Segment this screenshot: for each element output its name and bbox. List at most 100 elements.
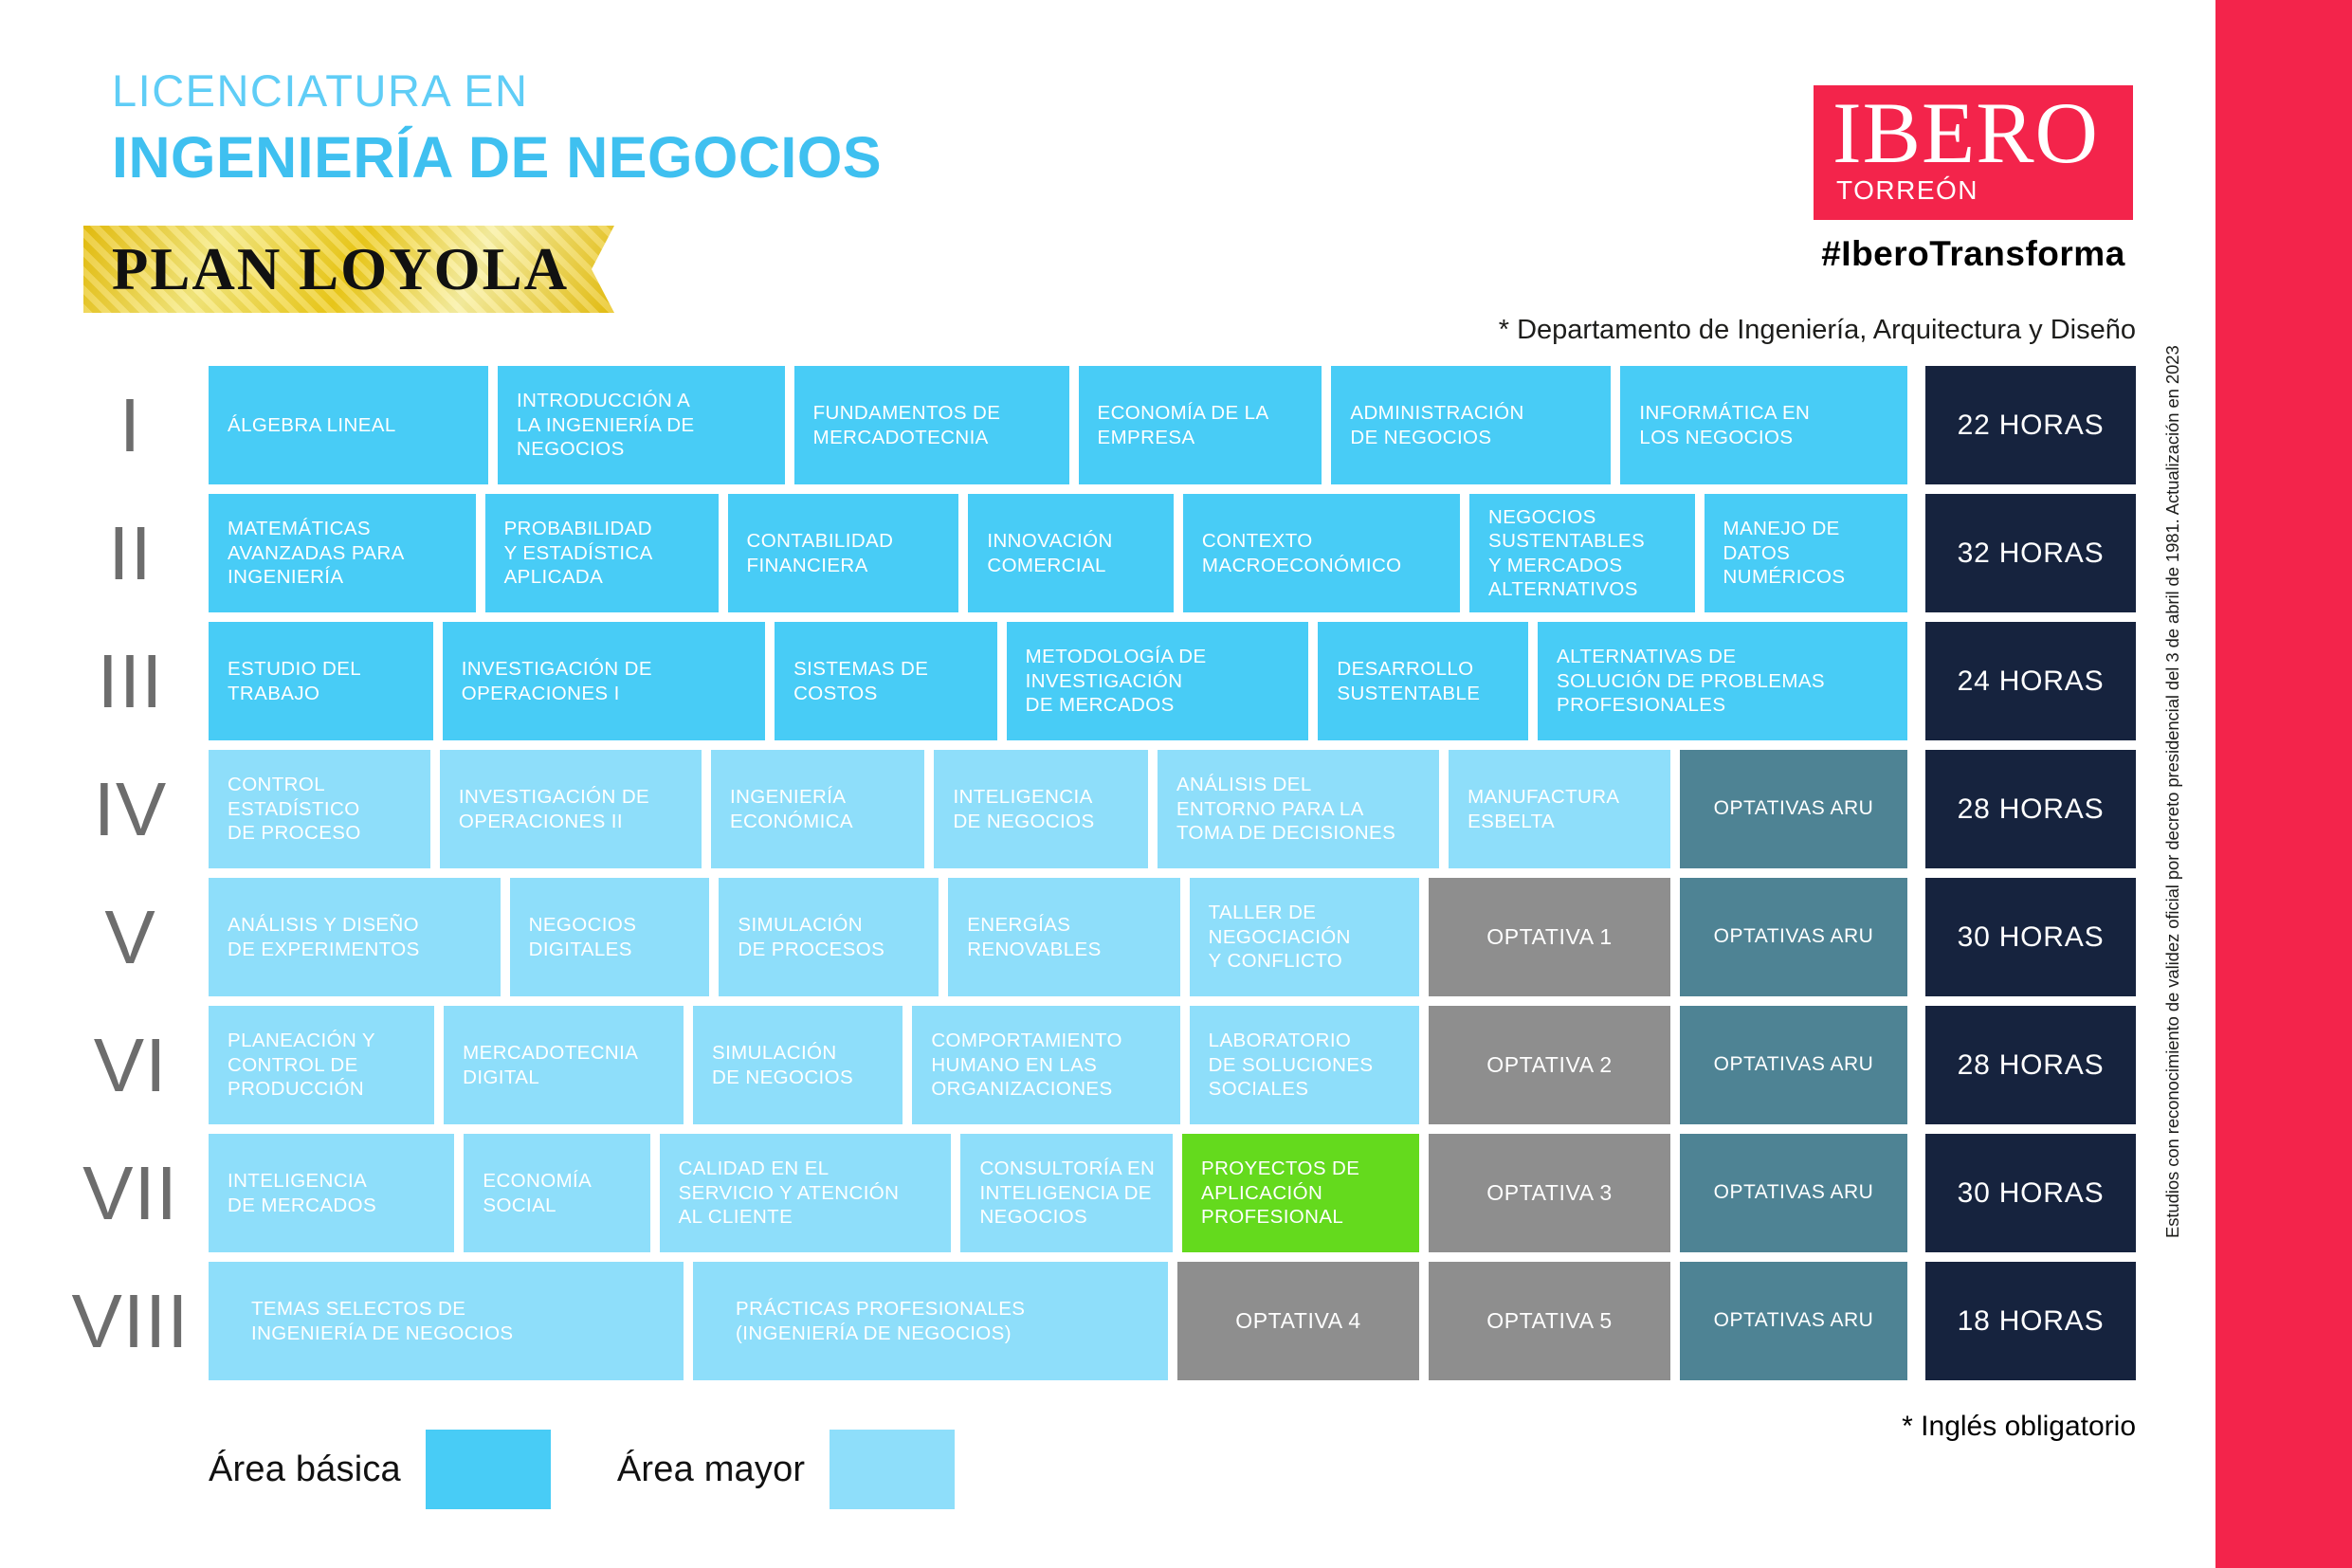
course-label: MATEMÁTICAS AVANZADAS PARA INGENIERÍA (228, 518, 405, 589)
course-cell: INVESTIGACIÓN DE OPERACIONES I (442, 622, 766, 740)
semester-courses: TEMAS SELECTOS DE INGENIERÍA DE NEGOCIOS… (209, 1262, 1907, 1380)
course-cell: ENERGÍAS RENOVABLES (948, 878, 1180, 996)
course-cell: ANÁLISIS Y DISEÑO DE EXPERIMENTOS (209, 878, 501, 996)
course-cell: CALIDAD EN EL SERVICIO Y ATENCIÓN AL CLI… (659, 1134, 952, 1252)
logo-campus: TORREÓN (1836, 174, 1978, 205)
course-label: CONTABILIDAD FINANCIERA (746, 530, 894, 576)
course-label: OPTATIVAS ARU (1713, 797, 1874, 820)
course-cell: INNOVACIÓN COMERCIAL (968, 494, 1174, 612)
semester-numeral: II (108, 510, 153, 595)
hours-cell: 18 HORAS (1925, 1262, 2136, 1380)
course-label: NEGOCIOS DIGITALES (528, 914, 637, 960)
semester-courses: CONTROL ESTADÍSTICO DE PROCESO INVESTIGAC… (209, 750, 1907, 868)
course-cell: SISTEMAS DE COSTOS (775, 622, 997, 740)
course-label: ECONOMÍA SOCIAL (483, 1170, 593, 1216)
course-label: INFORMÁTICA EN LOS NEGOCIOS (1639, 402, 1811, 448)
course-label: ENERGÍAS RENOVABLES (967, 914, 1102, 960)
semester-courses: INTELIGENCIA DE MERCADOS ECONOMÍA SOCIAL C… (209, 1134, 1907, 1252)
optativa-cell: OPTATIVA 4 (1177, 1262, 1419, 1380)
course-label: INTELIGENCIA DE MERCADOS (228, 1170, 377, 1216)
course-label: ÁLGEBRA LINEAL (228, 413, 396, 436)
course-label: OPTATIVA 2 (1486, 1052, 1613, 1078)
course-label: CONSULTORÍA EN INTELIGENCIA DE NEGOCIOS (979, 1158, 1156, 1229)
course-label: SISTEMAS DE COSTOS (793, 658, 929, 704)
hours-cell: 28 HORAS (1925, 1006, 2136, 1124)
course-label: NEGOCIOS SUSTENTABLES Y MERCADOS ALTERNA… (1488, 505, 1646, 600)
course-cell: NEGOCIOS SUSTENTABLES Y MERCADOS ALTERNA… (1469, 494, 1695, 612)
optativas-aru-cell: OPTATIVAS ARU (1680, 1006, 1908, 1124)
course-label: COMPORTAMIENTO HUMANO EN LAS ORGANIZACIO… (931, 1030, 1122, 1101)
accreditation-note: Estudios con reconocimiento de validez o… (2162, 345, 2182, 1238)
course-cell: COMPORTAMIENTO HUMANO EN LAS ORGANIZACIO… (912, 1006, 1180, 1124)
course-cell: CONTEXTO MACROECONÓMICO (1182, 494, 1460, 612)
course-cell: ADMINISTRACIÓN DE NEGOCIOS (1331, 366, 1612, 484)
semester-row: I ÁLGEBRA LINEAL INTRODUCCIÓN A LA INGENIE… (52, 366, 2136, 484)
course-cell: INFORMÁTICA EN LOS NEGOCIOS (1620, 366, 1907, 484)
semester-numeral: III (97, 638, 164, 723)
department-note: * Departamento de Ingeniería, Arquitectu… (1498, 315, 2136, 345)
course-cell: ALTERNATIVAS DE SOLUCIÓN DE PROBLEMAS PR… (1538, 622, 1908, 740)
course-label: CONTROL ESTADÍSTICO DE PROCESO (228, 774, 361, 845)
proyectos-cell: PROYECTOS DE APLICACIÓN PROFESIONAL (1182, 1134, 1419, 1252)
course-label: PRÁCTICAS PROFESIONALES (INGENIERÍA DE N… (736, 1298, 1026, 1344)
plan-loyola-banner: PLAN LOYOLA (83, 226, 614, 313)
course-cell: FUNDAMENTOS DE MERCADOTECNIA (793, 366, 1069, 484)
course-cell: INVESTIGACIÓN DE OPERACIONES II (439, 750, 702, 868)
course-label: LABORATORIO DE SOLUCIONES SOCIALES (1208, 1030, 1374, 1101)
course-cell: SIMULACIÓN DE PROCESOS (719, 878, 939, 996)
course-label: MERCADOTECNIA DIGITAL (463, 1042, 639, 1088)
course-cell: ÁLGEBRA LINEAL (209, 366, 488, 484)
semester-row: IV CONTROL ESTADÍSTICO DE PROCESO INVESTIG… (52, 750, 2136, 868)
semester-numeral: VII (82, 1150, 178, 1235)
course-label: MANEJO DE DATOS NUMÉRICOS (1723, 518, 1846, 589)
hours-label: 24 HORAS (1957, 665, 2105, 697)
course-label: OPTATIVA 1 (1486, 924, 1613, 950)
hours-label: 18 HORAS (1957, 1304, 2105, 1337)
course-label: ESTUDIO DEL TRABAJO (228, 658, 362, 704)
optativas-aru-cell: OPTATIVAS ARU (1680, 1262, 1907, 1380)
course-cell: PLANEACIÓN Y CONTROL DE PRODUCCIÓN (209, 1006, 435, 1124)
hours-cell: 30 HORAS (1925, 1134, 2136, 1252)
legend-swatch-mayor (830, 1430, 956, 1509)
course-label: OPTATIVA 3 (1486, 1180, 1613, 1206)
semester-row: II MATEMÁTICAS AVANZADAS PARA INGENIERÍA P… (52, 494, 2136, 612)
course-cell: LABORATORIO DE SOLUCIONES SOCIALES (1189, 1006, 1420, 1124)
course-label: ANÁLISIS Y DISEÑO DE EXPERIMENTOS (228, 914, 420, 960)
course-label: CONTEXTO MACROECONÓMICO (1201, 530, 1402, 576)
course-label: CALIDAD EN EL SERVICIO Y ATENCIÓN AL CLI… (678, 1158, 900, 1229)
optativa-cell: OPTATIVA 5 (1429, 1262, 1670, 1380)
course-cell: TALLER DE NEGOCIACIÓN Y CONFLICTO (1189, 878, 1419, 996)
legend-swatch-basica (425, 1430, 551, 1509)
hours-cell: 24 HORAS (1925, 622, 2136, 740)
semester-numeral: I (119, 382, 142, 467)
legend-label-mayor: Área mayor (616, 1449, 806, 1489)
degree-type: LICENCIATURA EN (112, 65, 529, 116)
course-cell: MERCADOTECNIA DIGITAL (444, 1006, 684, 1124)
semester-courses: ESTUDIO DEL TRABAJO INVESTIGACIÓN DE OPER… (209, 622, 1908, 740)
optativa-cell: OPTATIVA 2 (1429, 1006, 1671, 1124)
course-label: ECONOMÍA DE LA EMPRESA (1097, 402, 1269, 448)
logo-wordmark: IBERO (1832, 84, 2099, 181)
title-block: LICENCIATURA EN INGENIERÍA DE NEGOCIOS (112, 64, 882, 191)
optativas-aru-cell: OPTATIVAS ARU (1680, 1134, 1907, 1252)
course-label: TALLER DE NEGOCIACIÓN Y CONFLICTO (1208, 902, 1351, 973)
course-label: INGENIERÍA ECONÓMICA (729, 786, 853, 832)
course-label: INVESTIGACIÓN DE OPERACIONES I (461, 658, 652, 704)
hours-label: 22 HORAS (1957, 409, 2105, 441)
course-label: FUNDAMENTOS DE MERCADOTECNIA (812, 402, 1001, 448)
hours-cell: 30 HORAS (1925, 878, 2136, 996)
course-label: INVESTIGACIÓN DE OPERACIONES II (458, 786, 650, 832)
course-cell: NEGOCIOS DIGITALES (509, 878, 710, 996)
semester-numeral: VI (93, 1022, 168, 1107)
semester-courses: ANÁLISIS Y DISEÑO DE EXPERIMENTOS NEGOCIO… (209, 878, 1907, 996)
course-label: ADMINISTRACIÓN DE NEGOCIOS (1350, 402, 1524, 448)
course-cell: ECONOMÍA SOCIAL (464, 1134, 650, 1252)
course-label: PLANEACIÓN Y CONTROL DE PRODUCCIÓN (228, 1030, 375, 1101)
hours-cell: 32 HORAS (1925, 494, 2136, 612)
course-cell: ANÁLISIS DEL ENTORNO PARA LA TOMA DE DEC… (1157, 750, 1440, 868)
semester-courses: ÁLGEBRA LINEAL INTRODUCCIÓN A LA INGENIER… (209, 366, 1907, 484)
curriculum-grid: I ÁLGEBRA LINEAL INTRODUCCIÓN A LA INGENIE… (52, 366, 2136, 1390)
course-cell: ESTUDIO DEL TRABAJO (209, 622, 433, 740)
hours-label: 30 HORAS (1957, 1176, 2105, 1209)
course-cell: MANEJO DE DATOS NUMÉRICOS (1704, 494, 1907, 612)
